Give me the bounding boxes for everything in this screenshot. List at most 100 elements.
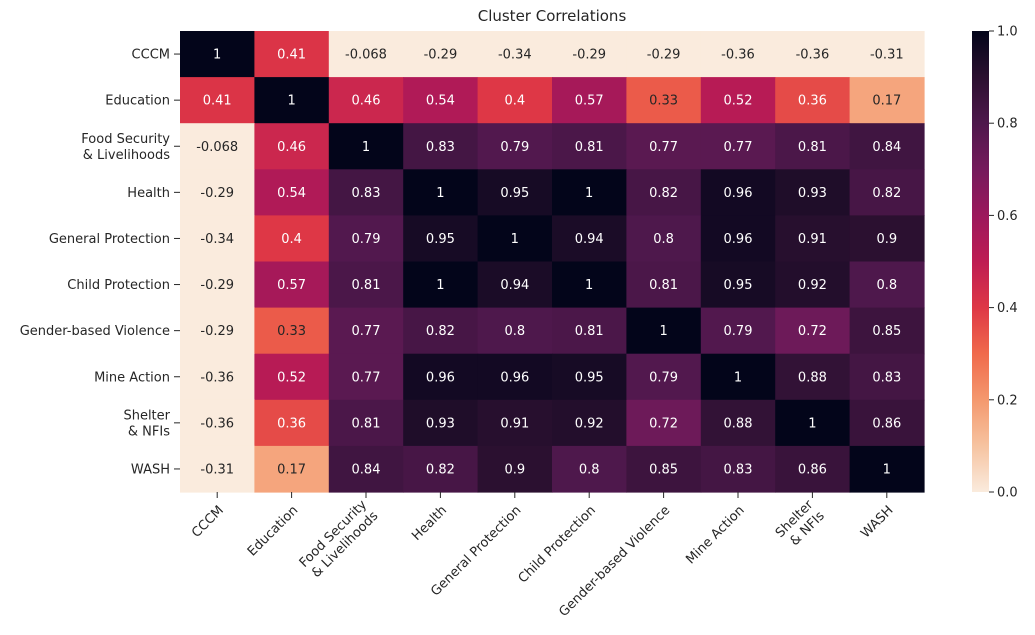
heatmap-cell [775,31,851,78]
heatmap-cell [403,261,479,309]
column-label: Health [409,503,450,544]
heatmap-cell [477,445,553,493]
cell-value-label: 0.82 [649,186,678,201]
cell-value-label: 0.17 [277,462,306,477]
heatmap-cell [477,353,553,401]
column-label: Child Protection [516,503,599,586]
cell-value-label: 0.94 [575,232,604,247]
heatmap-cell [403,169,479,216]
cell-value-label: 0.36 [798,94,827,109]
cell-value-label: 0.52 [277,370,306,385]
heatmap-cell [775,123,851,170]
heatmap-cell [328,169,404,216]
heatmap-cell [180,353,255,401]
column-label: Shelter& NFIs [773,497,828,552]
heatmap-cell [552,31,627,78]
row-label: Mine Action [94,370,170,385]
heatmap-cell [403,123,479,170]
cell-value-label: 0.4 [281,232,302,247]
heatmap-cell [477,169,553,216]
cell-value-label: 0.41 [203,94,232,109]
heatmap-cell [626,169,702,216]
cell-value-label: -0.36 [200,370,234,385]
heatmap-cell [254,261,330,309]
heatmap-cell [700,399,776,447]
cell-value-label: -0.068 [196,140,238,155]
heatmap-cell [180,399,255,447]
cell-value-label: -0.29 [200,186,234,201]
cell-value-label: 0.88 [724,416,753,431]
cell-value-label: 0.77 [352,370,381,385]
cell-value-label: -0.31 [870,48,904,63]
cell-value-label: 0.57 [575,94,604,109]
heatmap-cell [328,261,404,309]
row-label: Education [105,94,170,109]
row-label: WASH [131,462,170,477]
heatmap-cell [849,31,925,78]
cell-value-label: 0.91 [798,232,827,247]
heatmap-cell [849,307,925,355]
cell-value-label: -0.068 [345,48,387,63]
heatmap-cell [328,307,404,355]
heatmap-cell [403,399,479,447]
cell-value-label: 0.79 [724,324,753,339]
row-label: Child Protection [67,278,170,293]
cell-value-label: -0.29 [572,48,606,63]
heatmap-cell [626,123,702,170]
cell-value-label: 0.96 [500,370,529,385]
cell-value-label: 0.81 [352,278,381,293]
row-label: Gender-based Violence [20,324,170,339]
cell-value-label: 1 [585,278,593,293]
cell-value-label: 0.81 [575,324,604,339]
chart-title: Cluster Correlations [478,7,627,25]
cell-value-label: 0.81 [649,278,678,293]
cell-value-label: 0.8 [579,462,600,477]
heatmap-cell [775,445,851,493]
cell-value-label: 0.77 [352,324,381,339]
heatmap-cells: 1 0.41 -0.068 -0.29 -0.34 -0.29 -0.29 -0.36 -0.3… [180,31,925,493]
heatmap-cell [254,215,330,263]
cell-value-label: 0.86 [872,416,901,431]
heatmap-cell [849,353,925,401]
cell-value-label: 0.82 [426,324,455,339]
heatmap-cell [180,261,255,309]
heatmap-cell [700,123,776,170]
heatmap-cell [775,353,851,401]
colorbar-tick-label: 0.0 [997,486,1018,501]
cell-value-label: 0.83 [426,140,455,155]
row-label: CCCM [132,48,170,63]
cell-value-label: 0.57 [277,278,306,293]
heatmap-cell [552,169,627,216]
heatmap-cell [626,215,702,263]
cell-value-label: 0.84 [352,462,381,477]
heatmap-cell [180,215,255,263]
cell-value-label: 0.81 [575,140,604,155]
heatmap-cell [180,169,255,216]
heatmap-cell [180,445,255,493]
cell-value-label: 1 [287,94,295,109]
cell-value-label: 0.72 [798,324,827,339]
heatmap-cell [328,77,404,124]
cell-value-label: 0.92 [798,278,827,293]
cell-value-label: 0.8 [876,278,897,293]
cell-value-label: 0.96 [426,370,455,385]
cell-value-label: -0.34 [200,232,234,247]
heatmap-cell [254,353,330,401]
colorbar-tick-label: 0.8 [997,117,1018,132]
cell-value-label: 0.95 [724,278,753,293]
heatmap-cell [254,399,330,447]
cell-value-label: 0.9 [504,462,525,477]
heatmap-cell [775,399,851,447]
heatmap-cell [477,307,553,355]
heatmap-cell [552,307,627,355]
heatmap-cell [403,31,479,78]
heatmap-cell [849,123,925,170]
cell-value-label: 1 [883,462,891,477]
heatmap-cell [552,77,627,124]
cell-value-label: 0.85 [649,462,678,477]
cell-value-label: 0.82 [426,462,455,477]
heatmap-cell [254,31,330,78]
heatmap-cell [849,169,925,216]
heatmap-cell [180,31,255,78]
